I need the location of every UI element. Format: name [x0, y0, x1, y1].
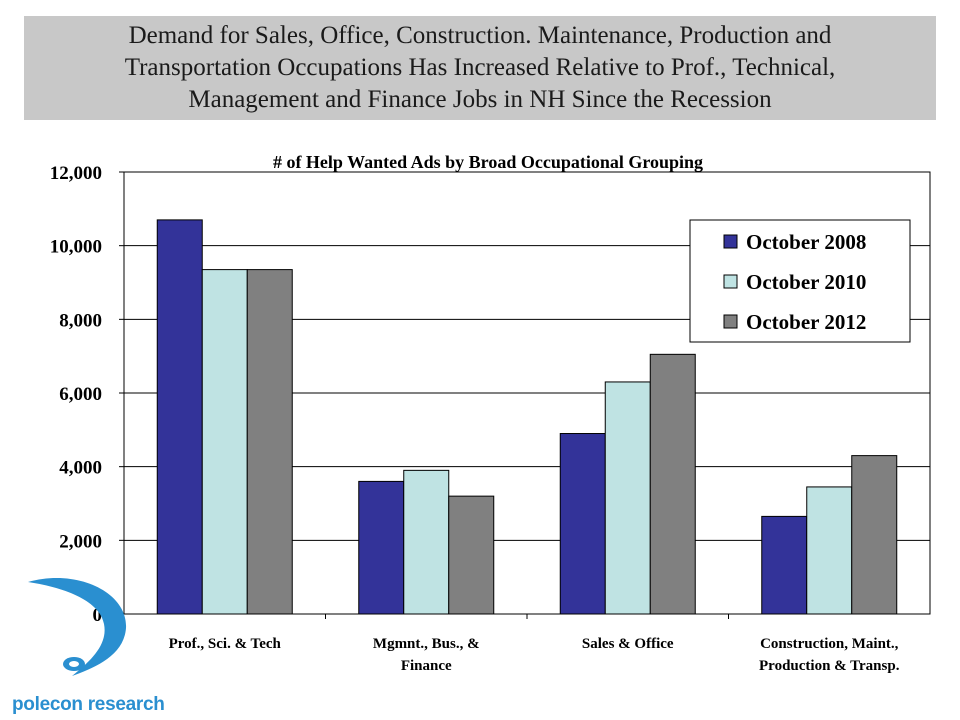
y-tick-label: 8,000 [59, 310, 102, 331]
legend-label: October 2008 [746, 230, 866, 254]
y-tick-label: 2,000 [59, 531, 102, 552]
x-tick-label: Production & Transp. [759, 658, 900, 674]
bar-2-4 [806, 486, 853, 615]
legend-swatch [723, 234, 738, 249]
bar-3-2 [448, 495, 495, 615]
x-tick-label: Mgmnt., Bus., & [373, 636, 480, 652]
chart-title: # of Help Wanted Ads by Broad Occupation… [273, 152, 703, 172]
x-tick-label: Construction, Maint., [760, 636, 899, 652]
legend-swatch [723, 274, 738, 289]
polecon-logo-icon [28, 578, 127, 676]
bar-2-1 [201, 269, 248, 615]
x-tick-label: Finance [401, 658, 452, 674]
bar-2-3 [604, 381, 651, 615]
bar-1-2 [358, 480, 405, 615]
y-tick-label: 4,000 [59, 458, 102, 479]
header-title: Demand for Sales, Office, Construction. … [124, 22, 836, 113]
bar-1-3 [559, 433, 606, 615]
y-tick-label: 12,000 [50, 163, 102, 184]
bar-1-1 [156, 219, 203, 615]
x-tick-label: Sales & Office [582, 636, 674, 652]
y-tick-label: 6,000 [59, 384, 102, 405]
legend-swatch [723, 314, 738, 329]
bar-1-4 [761, 515, 808, 615]
logo-text: polecon research [12, 694, 165, 715]
header-banner: Demand for Sales, Office, Construction. … [24, 16, 936, 120]
y-tick-label: 0 [93, 605, 103, 626]
bar-3-1 [246, 269, 293, 615]
y-tick-label: 10,000 [50, 237, 102, 258]
x-tick-label: Prof., Sci. & Tech [169, 636, 282, 652]
bar-3-4 [851, 455, 898, 615]
legend-label: October 2012 [746, 310, 866, 334]
bar-2-2 [403, 469, 450, 615]
bar-3-3 [649, 353, 696, 615]
legend-label: October 2010 [746, 270, 866, 294]
